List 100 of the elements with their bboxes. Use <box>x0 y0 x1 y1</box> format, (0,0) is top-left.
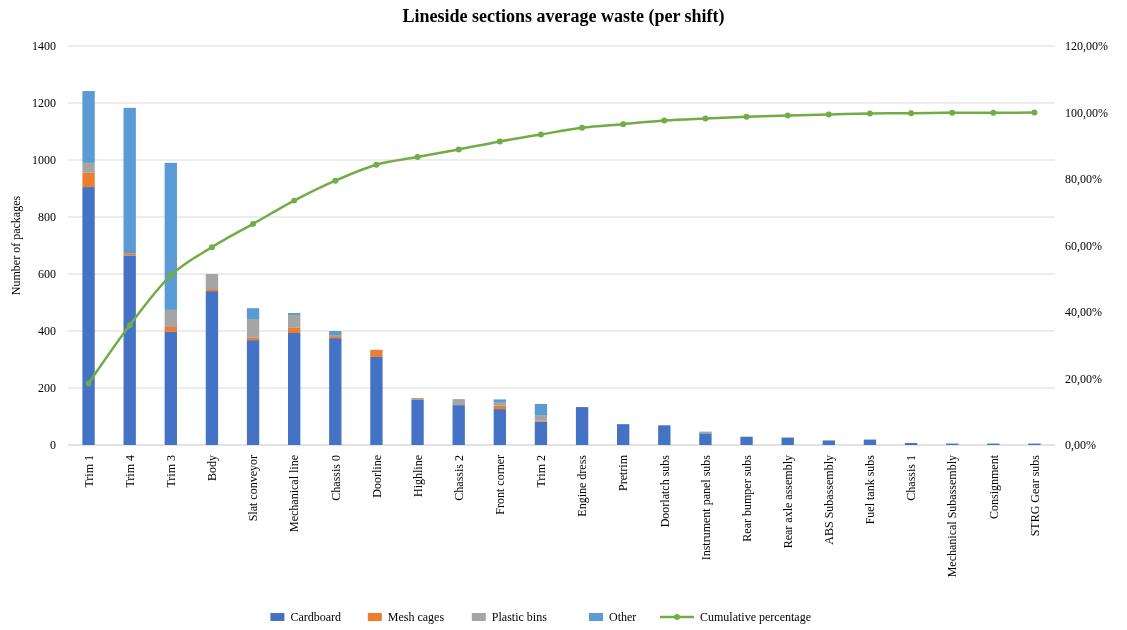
point <box>825 111 832 118</box>
bar <box>205 291 219 445</box>
point <box>332 177 339 184</box>
bar <box>658 425 671 445</box>
bar <box>534 415 548 421</box>
bar <box>329 338 342 445</box>
bar <box>123 255 136 445</box>
y-tick-label: 0 <box>50 438 56 453</box>
bar <box>617 424 630 445</box>
bar <box>863 439 877 445</box>
x-tick-label: Consignment <box>986 454 1001 520</box>
point <box>126 322 133 329</box>
bar <box>575 407 589 445</box>
point <box>85 380 92 387</box>
x-tick-label: Rear axle assembly <box>780 455 795 549</box>
bar <box>452 399 465 406</box>
x-tick-label: Chassis 2 <box>451 455 466 501</box>
bar <box>740 436 753 445</box>
point <box>496 138 503 145</box>
point <box>537 131 544 138</box>
bar <box>246 319 260 338</box>
bar <box>370 349 383 357</box>
bar <box>781 437 794 445</box>
x-tick-label: Pretrim <box>616 454 631 491</box>
bar <box>493 409 506 445</box>
y2-tick-label: 20,00% <box>1065 371 1102 386</box>
x-tick-label: Body <box>205 455 220 482</box>
x-tick-label: Trim 4 <box>122 455 137 488</box>
chart-title: Lineside sections average waste (per shift) <box>402 6 725 27</box>
x-tick-label: Mechanical line <box>287 455 302 532</box>
bar <box>493 401 506 406</box>
point <box>373 161 380 168</box>
bar <box>164 327 177 332</box>
x-tick-label: Engine dress <box>575 454 590 517</box>
y2-tick-label: 80,00% <box>1065 172 1102 187</box>
point <box>702 115 709 122</box>
y2-tick-label: 60,00% <box>1065 238 1102 253</box>
y-tick-label: 800 <box>38 210 56 225</box>
point <box>908 110 915 117</box>
x-tick-label: Trim 3 <box>164 455 179 488</box>
point <box>579 124 586 131</box>
bar <box>164 162 177 310</box>
y2-tick-label: 40,00% <box>1065 305 1102 320</box>
bar <box>82 91 95 163</box>
bar <box>246 340 260 445</box>
bar <box>329 331 342 335</box>
bar <box>288 333 301 445</box>
y-tick-label: 200 <box>38 381 56 396</box>
legend-label: Plastic bins <box>491 610 548 625</box>
y-axis-title: Number of packages <box>9 195 23 296</box>
x-tick-label: Front corner <box>493 455 508 515</box>
x-tick-label: Rear bumper subs <box>739 454 754 542</box>
x-tick-label: Highline <box>410 455 425 497</box>
bar <box>82 162 95 173</box>
legend-label: Cumulative percentage <box>700 610 811 625</box>
point <box>743 113 750 120</box>
y-tick-label: 1200 <box>32 96 56 111</box>
y2-tick-label: 100,00% <box>1065 105 1108 120</box>
point <box>414 154 421 161</box>
y-tick-label: 600 <box>38 267 56 282</box>
point <box>455 146 462 153</box>
x-tick-label: Slat conveyor <box>246 455 261 522</box>
bar <box>205 274 219 290</box>
bar <box>534 403 548 416</box>
bar <box>822 440 835 445</box>
y-tick-label: 1000 <box>32 153 56 168</box>
bar <box>411 399 424 445</box>
point <box>250 220 257 227</box>
point <box>949 109 956 116</box>
bar <box>493 399 506 402</box>
bar <box>246 308 260 320</box>
x-tick-label: Trim 1 <box>81 455 96 488</box>
bar <box>452 405 465 445</box>
legend-label: Other <box>609 610 637 625</box>
x-tick-label: Trim 2 <box>534 455 549 488</box>
x-tick-label: Chassis 1 <box>904 455 919 501</box>
x-tick-label: ABS Subassembly <box>822 455 837 545</box>
point <box>208 244 215 251</box>
bar <box>164 331 177 445</box>
point <box>661 117 668 124</box>
x-tick-label: Mechanical Subassembly <box>945 455 960 578</box>
y2-tick-label: 0,00% <box>1065 438 1096 453</box>
x-tick-label: Doorlatch subs <box>657 454 672 528</box>
bar <box>534 421 548 445</box>
bar <box>164 309 177 328</box>
x-tick-label: Doorline <box>369 455 384 498</box>
x-tick-label: Fuel tank subs <box>863 454 878 525</box>
bar <box>82 187 95 445</box>
y-tick-label: 1400 <box>32 39 56 54</box>
point <box>990 109 997 116</box>
x-tick-label: STRG Gear subs <box>1027 454 1042 537</box>
point <box>866 110 873 117</box>
point <box>784 112 791 119</box>
y-tick-label: 400 <box>38 324 56 339</box>
point <box>1031 109 1038 116</box>
legend-label: Cardboard <box>290 610 342 625</box>
x-tick-label: Instrument panel subs <box>698 454 713 561</box>
bar <box>288 327 301 333</box>
point <box>291 197 298 204</box>
point <box>167 272 174 279</box>
